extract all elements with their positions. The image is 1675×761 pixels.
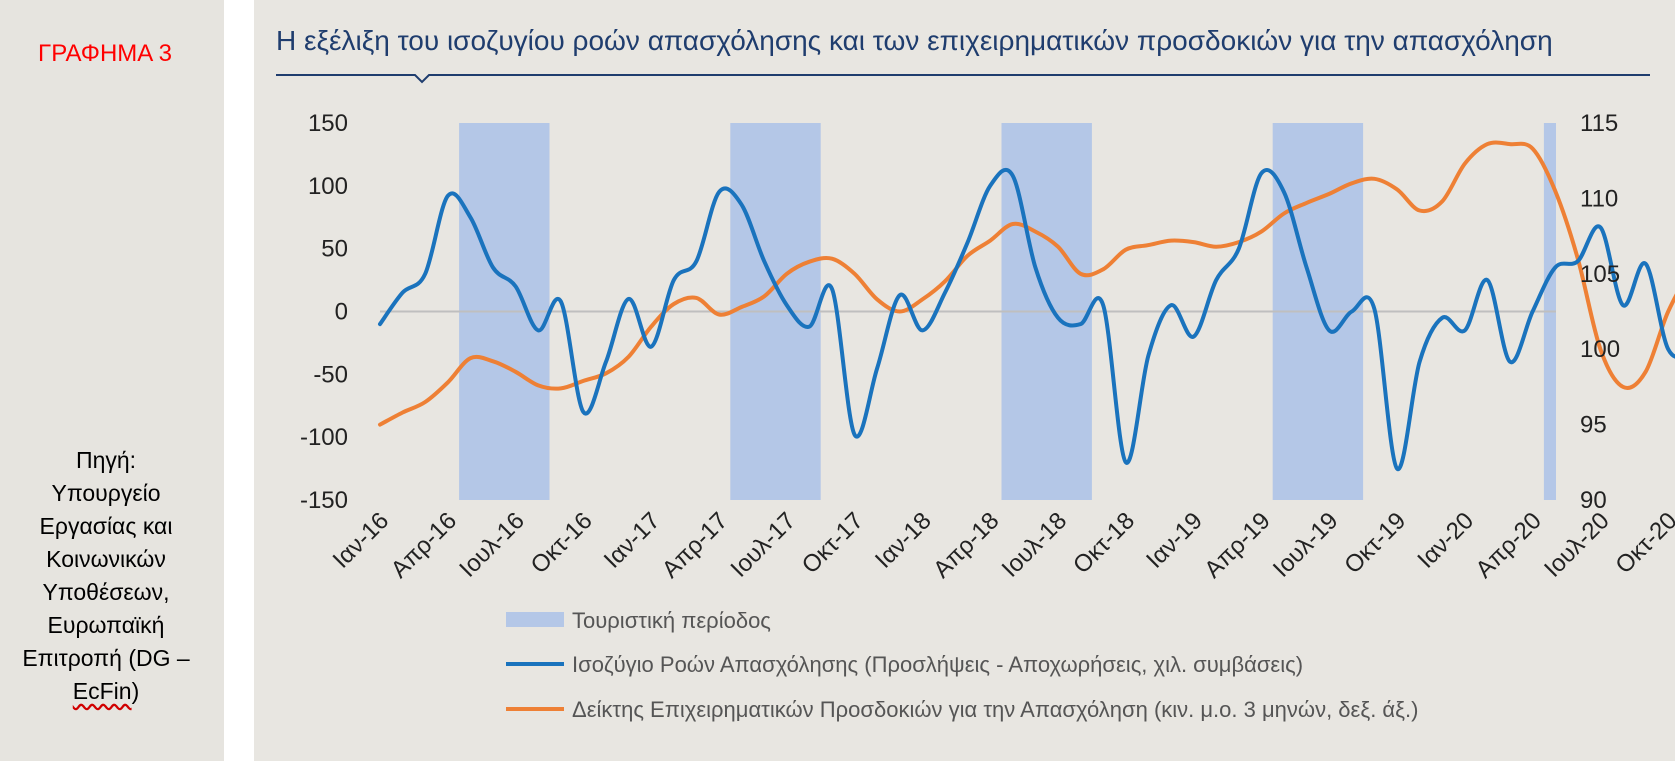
x-tick-label: Ιαν-20	[1412, 507, 1479, 574]
y-left-tick-label: 50	[321, 236, 348, 263]
y-left-tick-label: 100	[308, 173, 348, 200]
y-right-tick-label: 100	[1580, 336, 1620, 363]
sidebar-panel: ΓΡΑΦΗΜΑ 3 Πηγή: Υπουργείο Εργασίας και Κ…	[0, 0, 224, 761]
source-prefix: Πηγή:	[75, 447, 137, 473]
y-right-tick-label: 90	[1580, 487, 1607, 514]
series-lines	[378, 140, 1675, 471]
divider-gap	[224, 0, 254, 761]
x-tick-label: Ιουλ-19	[1268, 507, 1344, 583]
x-tick-label: Απρ-18	[928, 507, 1004, 583]
source-line-last: EcFin)	[0, 675, 212, 708]
x-tick-label: Οκτ-18	[1068, 507, 1140, 579]
chart-title: Η εξέλιξη του ισοζυγίου ροών απασχόλησης…	[276, 25, 1553, 56]
legend-label: Ισοζύγιο Ροών Απασχόλησης (Προσλήψεις - …	[572, 652, 1303, 677]
y-left-tick-label: -100	[300, 424, 348, 451]
x-tick-label: Ιουλ-18	[997, 507, 1073, 583]
x-tick-label: Οκτ-17	[797, 507, 869, 579]
source-line: Κοινωνικών	[46, 546, 166, 572]
source-line: Υποθέσεων,	[42, 579, 170, 605]
y-right-tick-label: 110	[1580, 185, 1618, 212]
chart-number-label: ΓΡΑΦΗΜΑ 3	[38, 40, 172, 67]
x-tick-label: Ιαν-18	[870, 507, 937, 574]
source-note: Πηγή: Υπουργείο Εργασίας και Κοινωνικών …	[0, 444, 212, 708]
source-line: Εργασίας και	[39, 513, 173, 539]
legend: Τουριστική περίοδος Ισοζύγιο Ροών Απασχόλ…	[506, 608, 1418, 722]
source-line: Ευρωπαϊκή	[47, 612, 165, 638]
y-right-tick-label: 115	[1580, 110, 1618, 137]
legend-swatch-tourist	[506, 612, 564, 627]
x-tick-label: Απρ-17	[657, 507, 733, 583]
series-line-expectations	[378, 140, 1675, 427]
x-tick-label: Οκτ-19	[1339, 507, 1411, 579]
x-tick-label: Απρ-19	[1199, 507, 1275, 583]
title-underline	[276, 74, 1650, 84]
y-left-tick-label: 150	[308, 110, 348, 137]
x-tick-label: Ιουλ-17	[726, 507, 802, 583]
source-line: Υπουργείο	[51, 480, 161, 506]
source-line: Επιτροπή (DG –	[22, 645, 190, 671]
series-line-employment-balance	[378, 168, 1675, 471]
y-left-tick-label: -50	[313, 361, 348, 388]
x-tick-label: Οκτ-20	[1610, 507, 1675, 579]
x-tick-label: Απρ-16	[386, 507, 462, 583]
y-left-tick-label: 0	[335, 299, 348, 326]
y-right-tick-label: 95	[1580, 412, 1607, 439]
y-left-tick-label: -150	[300, 487, 348, 514]
legend-label: Δείκτης Επιχειρηματικών Προσδοκιών για τ…	[572, 697, 1418, 722]
y-right-tick-label: 105	[1580, 261, 1620, 288]
x-tick-label: Ιαν-16	[328, 507, 395, 574]
x-tick-label: Ιαν-19	[1141, 507, 1208, 574]
source-ecfin: EcFin	[72, 678, 132, 704]
legend-label: Τουριστική περίοδος	[572, 608, 771, 633]
source-close-paren: )	[131, 678, 140, 704]
title-rule	[276, 74, 1650, 84]
x-tick-label: Οκτ-16	[526, 507, 598, 579]
x-tick-label: Ιουλ-20	[1539, 507, 1615, 583]
x-tick-label: Ιαν-17	[599, 507, 666, 574]
x-tick-label: Απρ-20	[1471, 507, 1547, 583]
x-tick-label: Ιουλ-16	[454, 507, 530, 583]
